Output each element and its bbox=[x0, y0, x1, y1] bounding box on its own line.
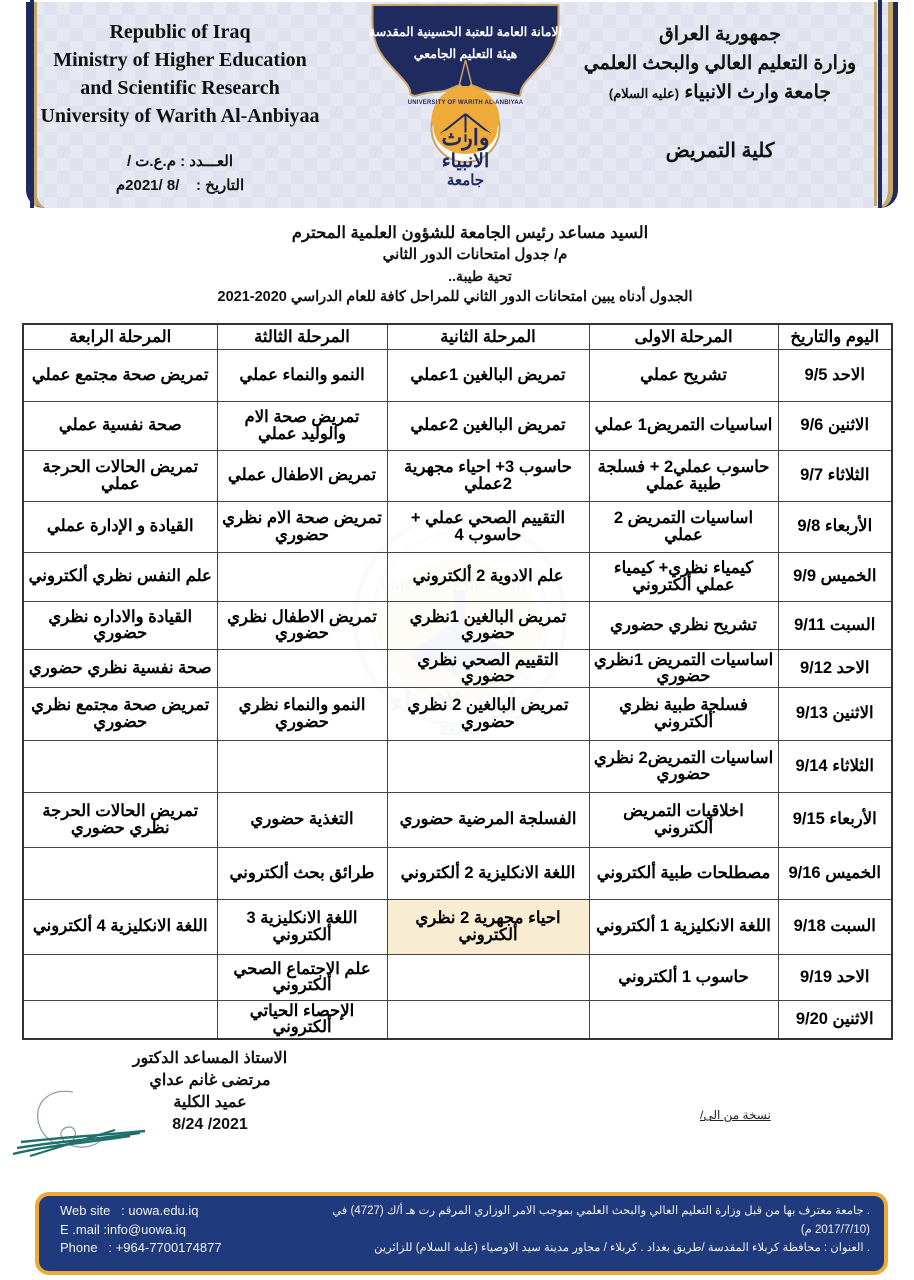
svg-text:وارث: وارث bbox=[441, 125, 489, 151]
svg-text:الامانة العامة للعتبة الحسينية: الامانة العامة للعتبة الحسينية المقدسة bbox=[369, 25, 562, 39]
svg-text:جامعة: جامعة bbox=[447, 172, 484, 189]
svg-text:UNIVERSITY OF WARITH AL-ANBIYA: UNIVERSITY OF WARITH AL-ANBIYAA bbox=[408, 100, 524, 106]
svg-text:الانبياء: الانبياء bbox=[442, 151, 490, 172]
svg-text:هيئة التعليم الجامعي: هيئة التعليم الجامعي bbox=[414, 47, 518, 62]
